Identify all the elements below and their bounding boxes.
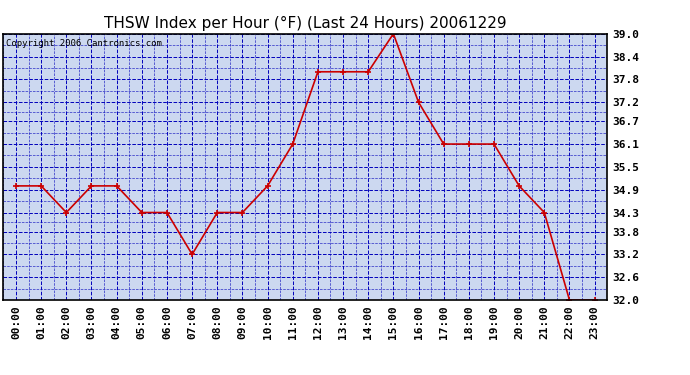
Text: Copyright 2006 Cantronics.com: Copyright 2006 Cantronics.com [6, 39, 162, 48]
Title: THSW Index per Hour (°F) (Last 24 Hours) 20061229: THSW Index per Hour (°F) (Last 24 Hours)… [104, 16, 506, 31]
